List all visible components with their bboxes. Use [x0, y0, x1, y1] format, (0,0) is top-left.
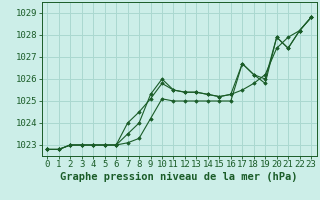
- X-axis label: Graphe pression niveau de la mer (hPa): Graphe pression niveau de la mer (hPa): [60, 172, 298, 182]
